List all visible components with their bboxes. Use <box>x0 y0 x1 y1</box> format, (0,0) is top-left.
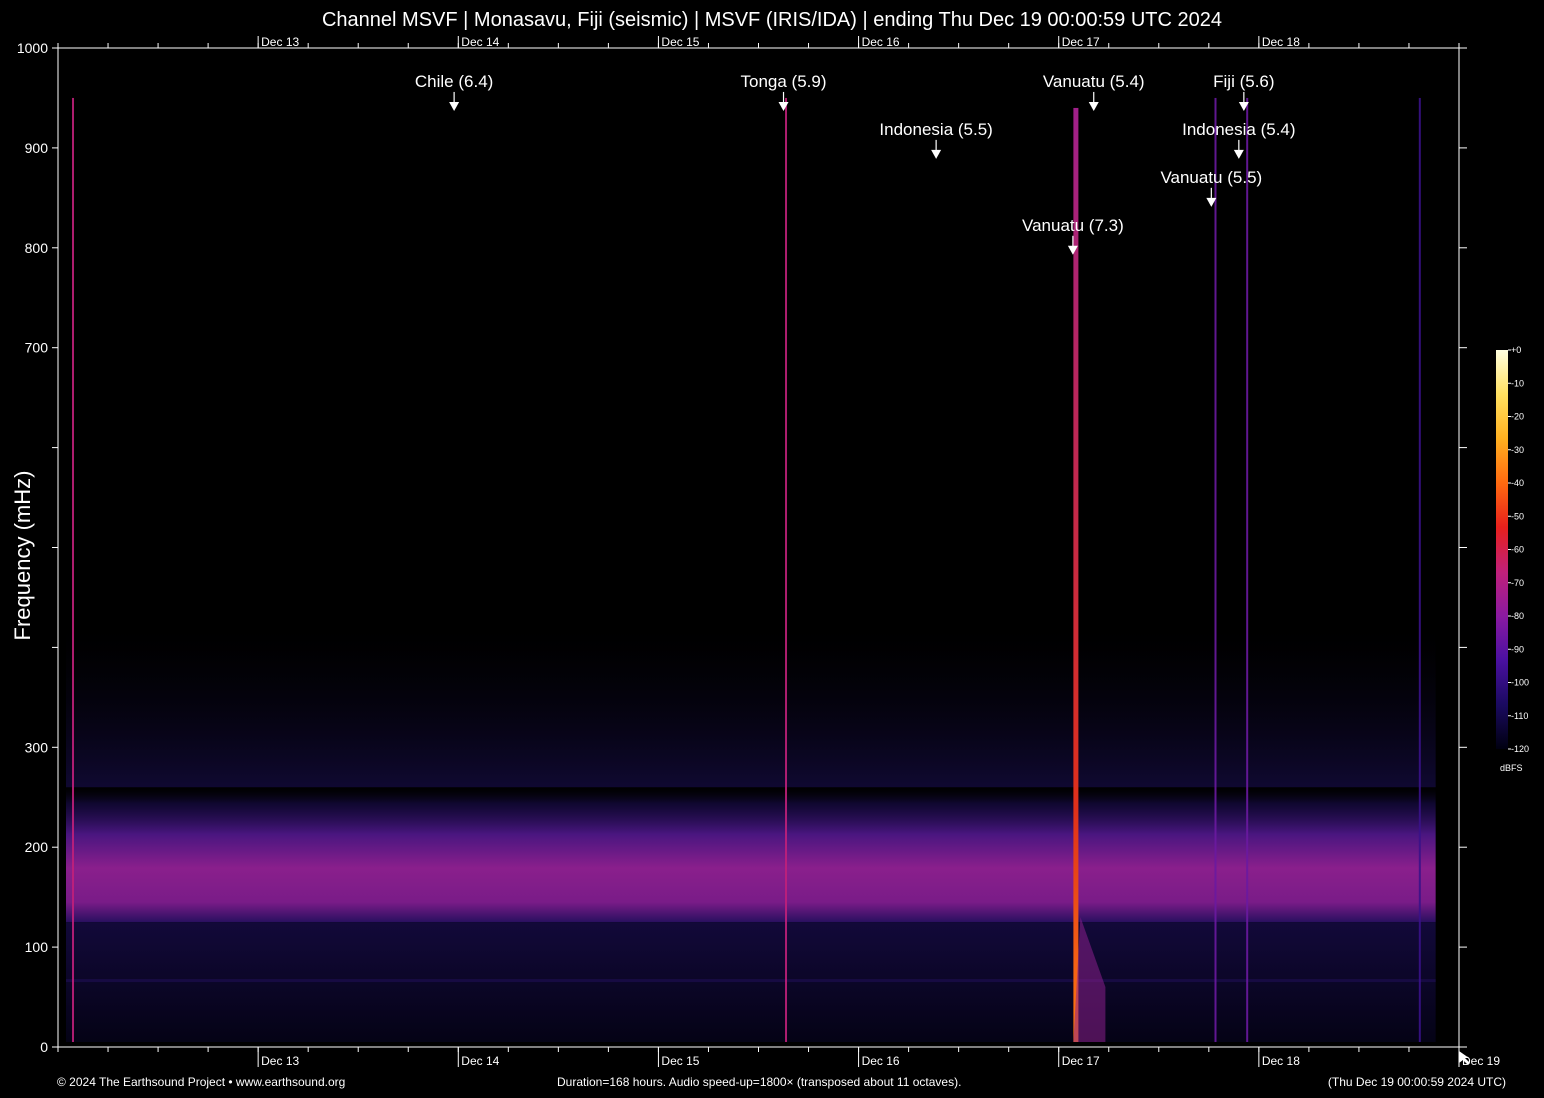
event-arrow-head <box>1088 101 1099 111</box>
event-annotation: Vanuatu (5.4) <box>1043 72 1145 111</box>
footer-duration: Duration=168 hours. Audio speed-up=1800×… <box>557 1075 962 1089</box>
event-label: Chile (6.4) <box>415 72 493 91</box>
colorbar-tick-label: -120 <box>1511 744 1529 754</box>
y-tick-label: 0 <box>40 1039 48 1055</box>
event-streak <box>1246 97 1249 1043</box>
event-annotation: Vanuatu (7.3) <box>1022 216 1124 255</box>
event-streak <box>1214 97 1217 1043</box>
event-arrow-head <box>931 149 942 159</box>
event-annotation: Vanuatu (5.5) <box>1160 168 1262 207</box>
event-streak <box>1418 97 1421 1043</box>
colorbar-tick-label: -20 <box>1511 412 1524 422</box>
x-tick-label: Dec 13 <box>261 1054 299 1068</box>
footer-copyright: © 2024 The Earthsound Project • www.eart… <box>57 1075 346 1089</box>
event-streak-coda <box>1073 917 1106 1043</box>
x-tick-label: Dec 17 <box>1062 1054 1100 1068</box>
event-arrow-head <box>449 101 460 111</box>
chart-title: Channel MSVF | Monasavu, Fiji (seismic) … <box>321 9 1222 31</box>
event-streak <box>72 97 75 1043</box>
event-annotation: Chile (6.4) <box>415 72 493 111</box>
colorbar-tick-label: -30 <box>1511 445 1524 455</box>
x-top-tick-label: Dec 13 <box>261 35 299 49</box>
x-top-tick-label: Dec 17 <box>1062 35 1100 49</box>
cursor-icon <box>1459 1051 1470 1065</box>
x-tick-label: Dec 16 <box>862 1054 900 1068</box>
colorbar-tick-label: +0 <box>1511 345 1521 355</box>
event-arrow-head <box>1238 101 1249 111</box>
colorbar-tick-label: -90 <box>1511 644 1524 654</box>
event-label: Vanuatu (7.3) <box>1022 216 1124 235</box>
event-annotation: Tonga (5.9) <box>741 72 827 111</box>
colorbar-bar <box>1496 350 1508 749</box>
event-label: Indonesia (5.5) <box>879 120 992 139</box>
colorbar: +0 -10 -20 -30 -40 -50 -60 -70 -80 -90 -100 -110 -12… <box>1496 345 1529 773</box>
event-arrow-head <box>1233 149 1244 159</box>
colorbar-unit: dBFS <box>1500 763 1523 773</box>
colorbar-tick-label: -100 <box>1511 678 1529 688</box>
y-tick-label: 800 <box>25 240 49 256</box>
y-tick-label: 300 <box>25 739 49 755</box>
colorbar-tick-label: -70 <box>1511 578 1524 588</box>
colorbar-tick-label: -10 <box>1511 378 1524 388</box>
colorbar-tick-label: -40 <box>1511 478 1524 488</box>
microseism-line <box>66 979 1436 983</box>
event-streaks <box>72 97 1421 1043</box>
event-label: Tonga (5.9) <box>741 72 827 91</box>
event-arrow-head <box>1067 245 1078 255</box>
colorbar-tick-label: -110 <box>1511 711 1528 721</box>
event-arrow-head <box>1206 197 1217 207</box>
x-tick-label: Dec 15 <box>661 1054 699 1068</box>
x-tick-label: Dec 14 <box>461 1054 499 1068</box>
event-streak <box>785 97 788 1043</box>
axes: 0 100 200 300 700 800 900 1000 Dec 13 Dec 14 Dec 1… <box>10 35 1500 1068</box>
spectrogram-background <box>58 48 1459 1047</box>
event-annotation: Indonesia (5.5) <box>879 120 993 159</box>
colorbar-tick-label: -80 <box>1511 611 1524 621</box>
colorbar-tick-label: -60 <box>1511 545 1524 555</box>
x-tick-label: Dec 18 <box>1262 1054 1300 1068</box>
upper-noise <box>66 627 1436 788</box>
event-label: Vanuatu (5.4) <box>1043 72 1145 91</box>
colorbar-tick-label: -50 <box>1511 511 1524 521</box>
footer-timestamp: (Thu Dec 19 00:00:59 2024 UTC) <box>1327 1075 1506 1089</box>
event-label: Indonesia (5.4) <box>1182 120 1295 139</box>
event-arrow-head <box>778 101 789 111</box>
y-tick-label: 1000 <box>17 40 48 56</box>
event-annotations: Chile (6.4) Tonga (5.9) Indonesia (5.5) Van… <box>415 72 1296 255</box>
event-label: Fiji (5.6) <box>1213 72 1274 91</box>
x-top-tick-label: Dec 16 <box>862 35 900 49</box>
y-tick-label: 900 <box>25 140 49 156</box>
x-top-tick-label: Dec 18 <box>1262 35 1300 49</box>
event-streak <box>1073 107 1079 1043</box>
x-top-tick-label: Dec 14 <box>461 35 499 49</box>
event-annotation: Indonesia (5.4) <box>1182 120 1296 159</box>
event-label: Vanuatu (5.5) <box>1160 168 1262 187</box>
y-tick-label: 700 <box>25 340 49 356</box>
y-tick-label: 200 <box>25 839 49 855</box>
event-annotation: Fiji (5.6) <box>1213 72 1275 111</box>
y-axis-label: Frequency (mHz) <box>10 471 35 641</box>
x-top-tick-label: Dec 15 <box>661 35 699 49</box>
y-tick-label: 100 <box>25 939 49 955</box>
x-tick-label: Dec 19 <box>1462 1054 1500 1068</box>
noise-band <box>66 787 1436 923</box>
